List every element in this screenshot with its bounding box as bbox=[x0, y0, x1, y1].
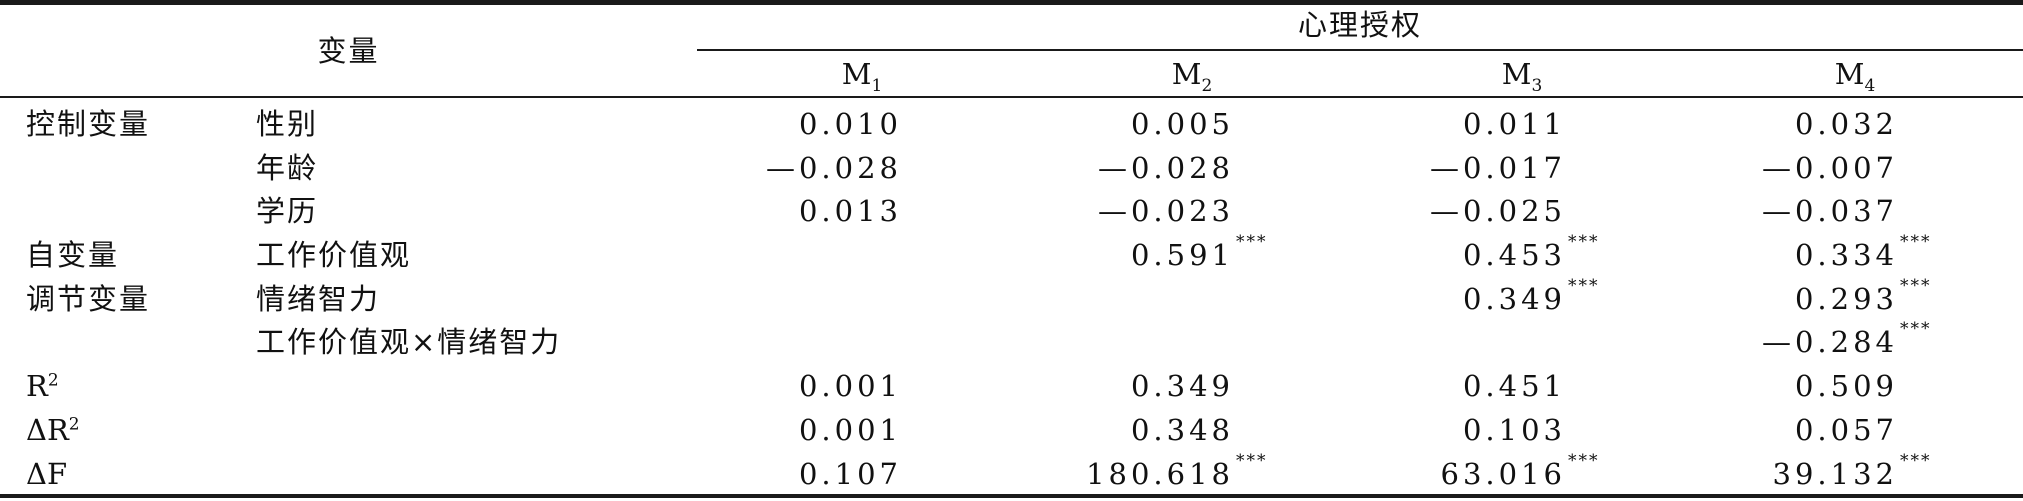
coefficient-cell: 180.618 bbox=[1086, 457, 1234, 491]
row-category-text: 自变量 bbox=[26, 238, 120, 272]
coefficient-cell: —0.284 bbox=[1761, 325, 1898, 359]
coefficient-cell: 0.001 bbox=[798, 413, 902, 447]
variable-header: 变量 bbox=[317, 34, 380, 68]
row-variable: 性别 bbox=[256, 107, 319, 141]
coefficient-cell: —0.037 bbox=[1761, 194, 1898, 228]
row-variable: 工作价值观 bbox=[256, 238, 412, 272]
row-category-text: R bbox=[26, 369, 48, 403]
coefficient-cell: 0.011 bbox=[1462, 107, 1566, 141]
model-header-subscript: 4 bbox=[1864, 75, 1876, 96]
top-rule bbox=[0, 0, 2023, 5]
group-header: 心理授权 bbox=[1297, 8, 1422, 42]
coefficient-cell: 0.451 bbox=[1462, 369, 1566, 403]
significance-marker: *** bbox=[1236, 232, 1268, 252]
model-header-2: M2 bbox=[1027, 55, 1357, 96]
coefficient-cell: 0.509 bbox=[1794, 369, 1898, 403]
coefficient-cell: 63.016 bbox=[1440, 457, 1566, 491]
coefficient-cell: 0.107 bbox=[798, 457, 902, 491]
row-variable: 工作价值观×情绪智力 bbox=[256, 325, 562, 359]
coefficient-cell: 0.453 bbox=[1462, 238, 1566, 272]
coefficient-cell: 0.348 bbox=[1130, 413, 1234, 447]
coefficient-cell: 0.010 bbox=[798, 107, 902, 141]
row-variable: 年龄 bbox=[256, 151, 319, 185]
row-category-superscript: 2 bbox=[47, 370, 59, 391]
coefficient-cell: —0.017 bbox=[1429, 151, 1566, 185]
row-category-text: 控制变量 bbox=[26, 107, 151, 141]
model-header-1: M1 bbox=[697, 55, 1027, 96]
significance-marker: *** bbox=[1900, 319, 1932, 339]
significance-marker: *** bbox=[1568, 232, 1600, 252]
row-category: 调节变量 bbox=[26, 280, 150, 318]
coefficient-cell: 0.103 bbox=[1462, 413, 1566, 447]
model-header-base: M bbox=[1834, 57, 1865, 91]
coefficient-cell: 0.032 bbox=[1794, 107, 1898, 141]
coefficient-cell: —0.028 bbox=[1097, 151, 1234, 185]
row-category: 控制变量 bbox=[26, 105, 150, 143]
model-header-4: M4 bbox=[1687, 55, 2023, 96]
row-category-superscript: 2 bbox=[68, 414, 80, 435]
row-category: ΔR2 bbox=[26, 411, 80, 449]
coefficient-cell: 0.334 bbox=[1794, 238, 1898, 272]
significance-marker: *** bbox=[1568, 276, 1600, 296]
row-category: ΔF bbox=[26, 455, 67, 493]
coefficient-cell: —0.028 bbox=[765, 151, 902, 185]
coefficient-cell: 0.001 bbox=[798, 369, 902, 403]
significance-marker: *** bbox=[1900, 451, 1932, 471]
coefficient-cell: 0.349 bbox=[1130, 369, 1234, 403]
coefficient-cell: —0.023 bbox=[1097, 194, 1234, 228]
model-header-3: M3 bbox=[1357, 55, 1687, 96]
coefficient-cell: 39.132 bbox=[1772, 457, 1898, 491]
bottom-rule bbox=[0, 494, 2023, 498]
coefficient-cell: 0.293 bbox=[1794, 282, 1898, 316]
model-header-base: M bbox=[1171, 57, 1202, 91]
model-header-subscript: 1 bbox=[871, 75, 883, 96]
model-header-subscript: 2 bbox=[1201, 75, 1213, 96]
header-rule bbox=[0, 96, 2023, 98]
row-category: 自变量 bbox=[26, 236, 119, 274]
coefficient-cell: —0.007 bbox=[1761, 151, 1898, 185]
model-header-base: M bbox=[1501, 57, 1532, 91]
significance-marker: *** bbox=[1900, 276, 1932, 296]
significance-marker: *** bbox=[1900, 232, 1932, 252]
significance-marker: *** bbox=[1568, 451, 1600, 471]
row-category: R2 bbox=[26, 367, 59, 405]
row-category-text: ΔR bbox=[26, 413, 69, 447]
model-header-base: M bbox=[841, 57, 872, 91]
coefficient-cell: 0.005 bbox=[1130, 107, 1234, 141]
coefficient-cell: 0.349 bbox=[1462, 282, 1566, 316]
coefficient-cell: —0.025 bbox=[1429, 194, 1566, 228]
significance-marker: *** bbox=[1236, 451, 1268, 471]
row-variable: 情绪智力 bbox=[256, 282, 381, 316]
row-category-text: ΔF bbox=[26, 457, 68, 491]
coefficient-cell: 0.591 bbox=[1130, 238, 1234, 272]
row-variable: 学历 bbox=[256, 194, 319, 228]
coefficient-cell: 0.013 bbox=[798, 194, 902, 228]
model-header-subscript: 3 bbox=[1531, 75, 1543, 96]
group-rule bbox=[697, 49, 2023, 51]
coefficient-cell: 0.057 bbox=[1794, 413, 1898, 447]
row-category-text: 调节变量 bbox=[26, 282, 151, 316]
